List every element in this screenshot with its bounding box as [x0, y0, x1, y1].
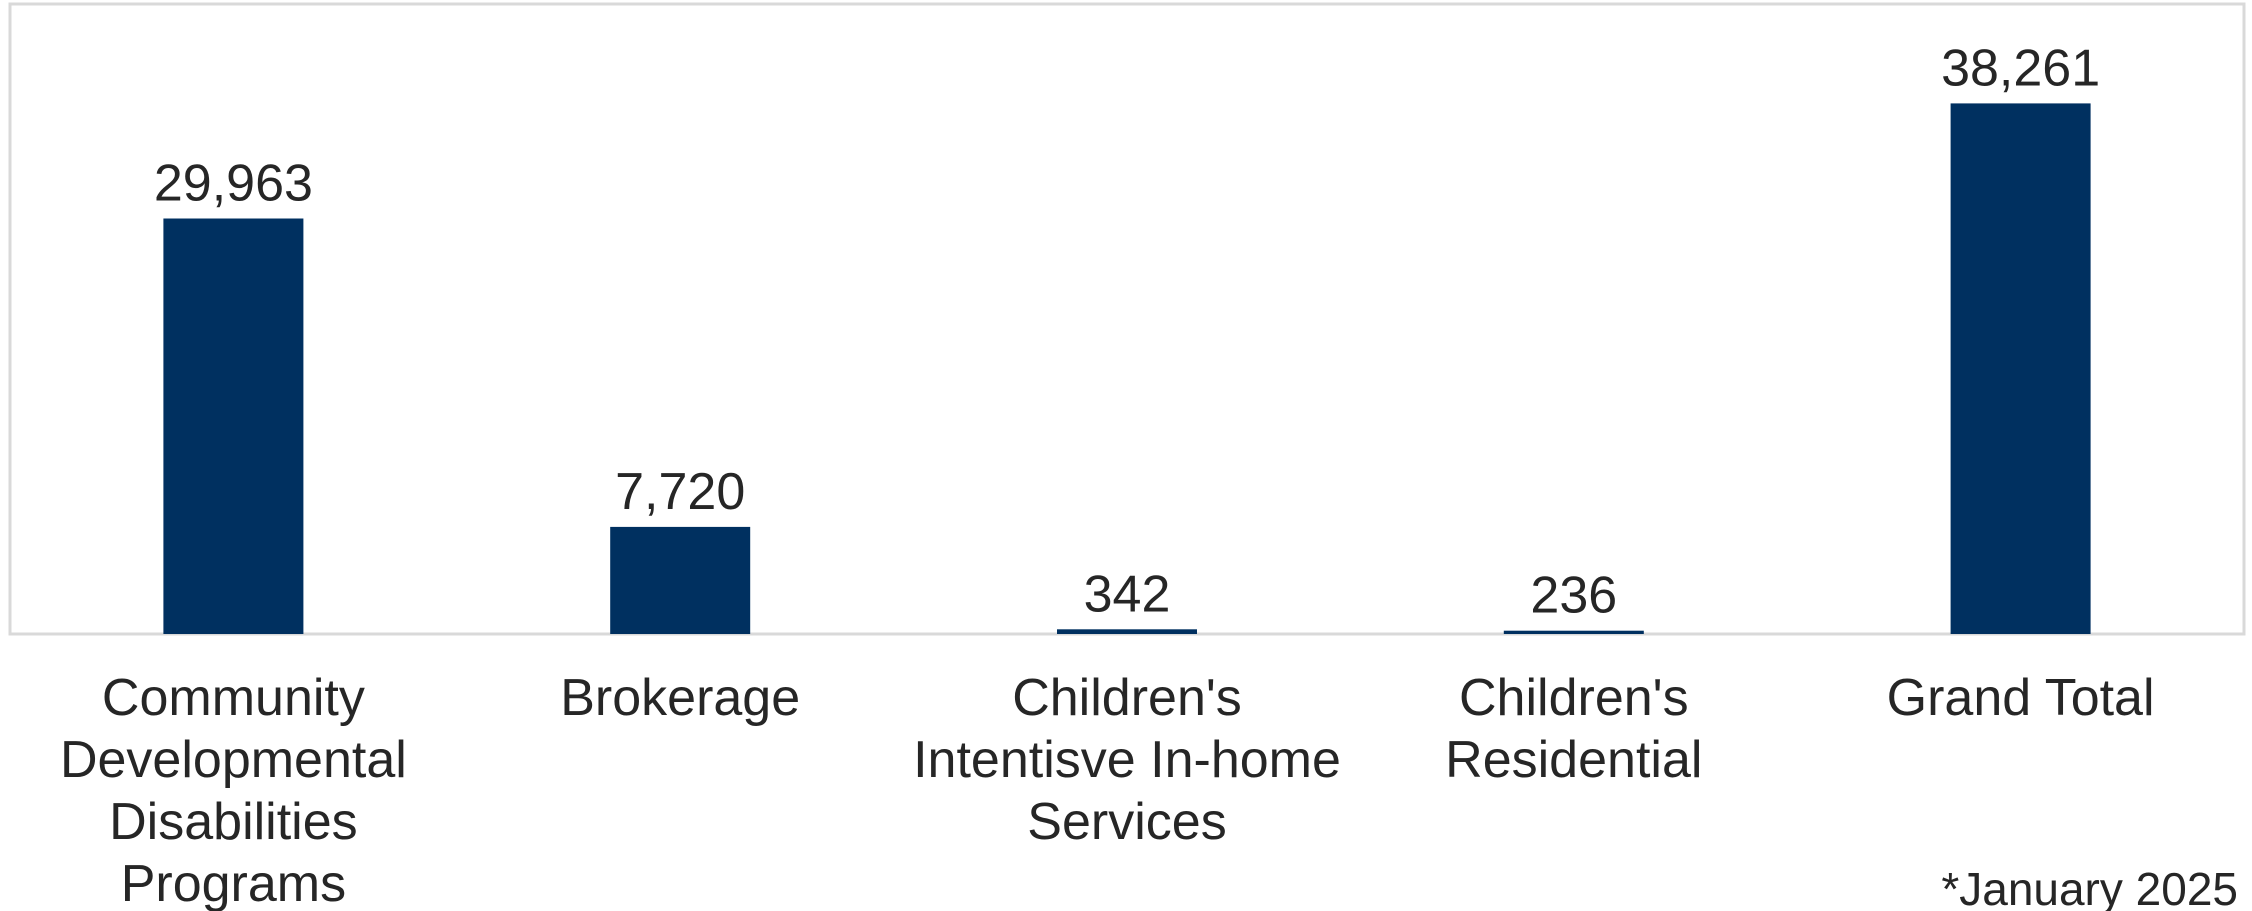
category-label-line: Programs — [121, 855, 346, 911]
category-label-3: Children's Residential — [1445, 669, 1702, 789]
data-label-4: 38,261 — [1941, 39, 2100, 97]
category-label-line: Children's — [1012, 669, 1242, 727]
plot-frame — [8, 2, 2246, 636]
category-label-line: Residential — [1445, 731, 1702, 789]
footnote: *January 2025 — [1941, 863, 2238, 911]
category-label-line: Services — [1027, 793, 1226, 851]
data-label-2: 342 — [1084, 565, 1171, 623]
category-label-line: Developmental — [60, 731, 407, 789]
data-label-1: 7,720 — [615, 463, 745, 521]
category-label-line: Community — [102, 669, 365, 727]
bar-4 — [1950, 103, 2091, 634]
category-label-1: Brokerage — [560, 669, 800, 727]
category-labels-layer: Community Developmental Disabilities Progra… — [60, 669, 2155, 911]
data-label-3: 236 — [1530, 567, 1617, 625]
category-label-2: Children's Intentisve In-home Services — [913, 669, 1341, 851]
category-label-line: Grand Total — [1887, 669, 2155, 727]
category-label-line: Intentisve In-home — [913, 731, 1341, 789]
bar-2 — [1057, 629, 1197, 634]
bar-0 — [163, 218, 304, 634]
bar-1 — [610, 526, 751, 634]
category-label-0: Community Developmental Disabilities Progra… — [60, 669, 407, 911]
bar-3 — [1503, 630, 1644, 634]
bars-layer — [163, 103, 2091, 634]
category-label-line: Brokerage — [560, 669, 800, 727]
value-labels-layer: 29,963 7,720 342 236 38,261 — [154, 39, 2100, 624]
category-label-line: Children's — [1459, 669, 1689, 727]
category-label-line: Disabilities — [109, 793, 358, 851]
data-label-0: 29,963 — [154, 155, 313, 213]
category-label-4: Grand Total — [1887, 669, 2155, 727]
